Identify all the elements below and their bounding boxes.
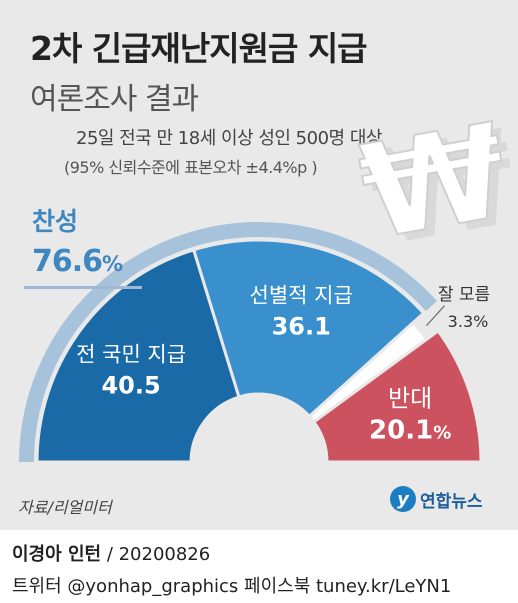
won-sign-icon: ₩ ₩ <box>349 94 518 276</box>
slice-label-반대: 반대 <box>388 385 432 413</box>
chart-subtitle: 여론조사 결과 <box>30 82 199 117</box>
leader-line-잘-모름 <box>426 305 445 327</box>
slice-label-전-국민-지급: 전 국민 지급 <box>76 343 186 367</box>
favor-group-band <box>19 221 438 462</box>
slice-선별적-지급 <box>191 238 426 419</box>
favor-label: 찬성 <box>32 207 79 236</box>
slice-label-잘-모름: 잘 모름 <box>438 285 490 305</box>
infographic-card: 2차 긴급재난지원금 지급 여론조사 결과 25일 전국 만 18세 이상 성인… <box>0 0 518 530</box>
favor-number: 76.6 <box>32 244 103 279</box>
survey-description: 25일 전국 만 18세 이상 성인 500명 대상 <box>76 128 382 149</box>
slice-반대 <box>311 328 483 464</box>
favor-underline <box>24 286 142 289</box>
slice-전-국민-지급 <box>35 247 241 464</box>
yonhap-logo: y 연합뉴스 <box>390 486 483 512</box>
margin-of-error: (95% 신뢰수준에 표본오차 ±4.4%p ) <box>64 158 318 177</box>
yonhap-logo-icon: y <box>390 486 416 512</box>
chart-hub <box>193 396 325 528</box>
favor-value: 76.6% <box>32 244 123 279</box>
social-links: 트위터 @yonhap_graphics 페이스북 tuney.kr/LeYN1 <box>12 576 452 597</box>
author-credit: 이경아 인턴 / 20200826 <box>12 540 210 566</box>
author-name: 이경아 인턴 <box>12 544 102 565</box>
chart-title: 2차 긴급재난지원금 지급 <box>30 29 368 68</box>
favor-unit: % <box>102 252 123 276</box>
svg-text:₩: ₩ <box>350 95 518 270</box>
data-source: 자료/리얼미터 <box>18 498 112 517</box>
slice-value-선별적-지급: 36.1 <box>272 313 331 341</box>
slice-unit-반대: % <box>433 423 451 444</box>
slice-label-선별적-지급: 선별적 지급 <box>250 284 353 308</box>
slice-value-전-국민-지급: 40.5 <box>101 372 160 400</box>
logo-text: 연합뉴스 <box>420 491 483 512</box>
svg-text:₩: ₩ <box>360 101 518 276</box>
publish-date: / 20200826 <box>106 544 211 565</box>
slice-value-잘-모름: 3.3% <box>448 312 489 331</box>
